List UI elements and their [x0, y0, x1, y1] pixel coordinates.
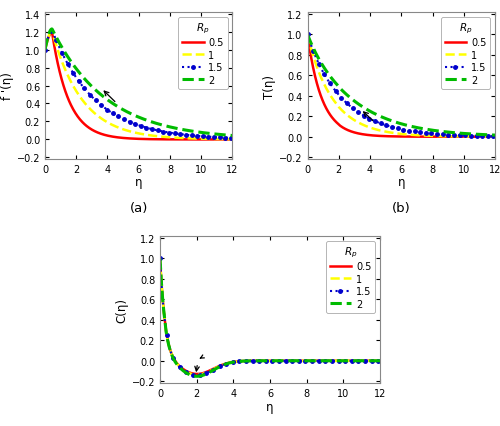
- Text: (a): (a): [130, 201, 148, 214]
- X-axis label: η: η: [266, 400, 274, 413]
- Legend: 0.5, 1, 1.5, 2: 0.5, 1, 1.5, 2: [440, 17, 490, 89]
- Y-axis label: f '(η): f '(η): [1, 72, 14, 100]
- Legend: 0.5, 1, 1.5, 2: 0.5, 1, 1.5, 2: [178, 17, 228, 89]
- Legend: 0.5, 1, 1.5, 2: 0.5, 1, 1.5, 2: [326, 241, 375, 313]
- Text: (b): (b): [392, 201, 410, 214]
- X-axis label: η: η: [398, 176, 405, 189]
- X-axis label: η: η: [135, 176, 142, 189]
- Text: (c): (c): [261, 425, 279, 426]
- Y-axis label: C(η): C(η): [116, 297, 129, 322]
- Y-axis label: T(η): T(η): [264, 75, 276, 98]
